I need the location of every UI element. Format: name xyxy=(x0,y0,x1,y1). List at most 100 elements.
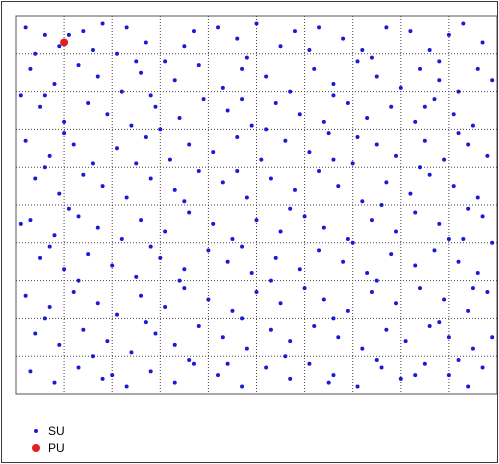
su-point-163 xyxy=(345,308,350,313)
su-point-259 xyxy=(110,373,115,378)
su-point-94 xyxy=(172,187,177,192)
su-point-60 xyxy=(345,100,350,105)
su-point-138 xyxy=(249,271,254,276)
legend-label-pu: PU xyxy=(48,440,65,455)
su-point-198 xyxy=(216,373,221,378)
su-point-194 xyxy=(124,384,129,389)
su-point-86 xyxy=(466,142,471,147)
su-point-89 xyxy=(57,191,62,196)
su-point-251 xyxy=(240,316,245,321)
su-point-35 xyxy=(240,66,245,71)
su-point-139 xyxy=(273,255,278,260)
su-point-76 xyxy=(235,134,240,139)
su-point-126 xyxy=(437,221,442,226)
su-point-107 xyxy=(475,195,480,200)
su-point-125 xyxy=(413,210,418,215)
su-point-201 xyxy=(288,376,293,381)
su-point-232 xyxy=(331,157,336,162)
su-point-113 xyxy=(139,218,144,223)
su-point-210 xyxy=(480,365,485,370)
su-point-166 xyxy=(418,286,423,291)
su-point-54 xyxy=(201,97,206,102)
su-point-177 xyxy=(196,323,201,328)
su-point-112 xyxy=(119,237,124,242)
pu-point-1 xyxy=(60,38,69,47)
su-point-230 xyxy=(134,161,139,166)
data-points xyxy=(18,21,495,389)
su-point-233 xyxy=(418,165,423,170)
su-point-66 xyxy=(470,123,475,128)
su-point-43 xyxy=(418,66,423,71)
su-point-211 xyxy=(66,32,71,37)
su-point-30 xyxy=(119,89,124,94)
su-point-130 xyxy=(62,267,67,272)
su-point-116 xyxy=(211,221,216,226)
su-point-103 xyxy=(384,180,389,185)
su-point-208 xyxy=(446,373,451,378)
su-point-123 xyxy=(369,218,374,223)
su-point-266 xyxy=(490,240,495,245)
su-point-204 xyxy=(355,384,360,389)
su-point-21 xyxy=(408,29,413,34)
su-point-62 xyxy=(389,104,394,109)
su-point-223 xyxy=(422,104,427,109)
su-point-246 xyxy=(268,278,273,283)
su-point-240 xyxy=(148,244,153,249)
su-point-16 xyxy=(292,29,297,34)
su-point-260 xyxy=(225,361,230,366)
su-point-227 xyxy=(355,134,360,139)
su-point-207 xyxy=(422,361,427,366)
su-point-218 xyxy=(437,59,442,64)
su-point-226 xyxy=(264,127,269,132)
su-point-73 xyxy=(167,157,172,162)
su-point-221 xyxy=(240,97,245,102)
su-point-83 xyxy=(393,153,398,158)
su-point-47 xyxy=(38,104,43,109)
su-point-58 xyxy=(297,112,302,117)
su-point-215 xyxy=(244,55,249,60)
su-point-225 xyxy=(158,127,163,132)
su-point-97 xyxy=(244,195,249,200)
su-point-36 xyxy=(264,74,269,79)
su-point-50 xyxy=(105,112,110,117)
su-point-219 xyxy=(42,93,47,98)
su-point-162 xyxy=(321,297,326,302)
su-point-151 xyxy=(71,289,76,294)
su-point-70 xyxy=(90,161,95,166)
su-point-144 xyxy=(389,252,394,257)
su-point-84 xyxy=(422,138,427,143)
su-point-245 xyxy=(177,278,182,283)
su-point-142 xyxy=(341,259,346,264)
su-point-172 xyxy=(81,327,86,332)
su-point-148 xyxy=(475,271,480,276)
su-point-108 xyxy=(28,218,33,223)
su-point-188 xyxy=(446,335,451,340)
su-point-104 xyxy=(408,191,413,196)
su-point-65 xyxy=(451,112,456,117)
su-point-136 xyxy=(206,248,211,253)
su-point-92 xyxy=(124,195,129,200)
su-point-159 xyxy=(254,289,259,294)
su-point-154 xyxy=(139,293,144,298)
su-point-202 xyxy=(307,361,312,366)
su-point-247 xyxy=(374,278,379,283)
su-point-61 xyxy=(365,116,370,121)
su-point-38 xyxy=(312,66,317,71)
su-point-56 xyxy=(249,123,254,128)
su-point-12 xyxy=(216,25,221,30)
su-point-205 xyxy=(379,365,384,370)
su-point-119 xyxy=(278,229,283,234)
su-point-143 xyxy=(365,271,370,276)
su-point-214 xyxy=(182,44,187,49)
su-point-189 xyxy=(470,346,475,351)
su-point-49 xyxy=(86,100,91,105)
legend-item-su: SU xyxy=(32,422,65,439)
su-point-167 xyxy=(442,297,447,302)
su-point-190 xyxy=(28,369,33,374)
su-point-213 xyxy=(134,59,139,64)
su-point-111 xyxy=(95,225,100,230)
su-point-257 xyxy=(374,357,379,362)
su-point-98 xyxy=(268,176,273,181)
su-point-235 xyxy=(182,199,187,204)
